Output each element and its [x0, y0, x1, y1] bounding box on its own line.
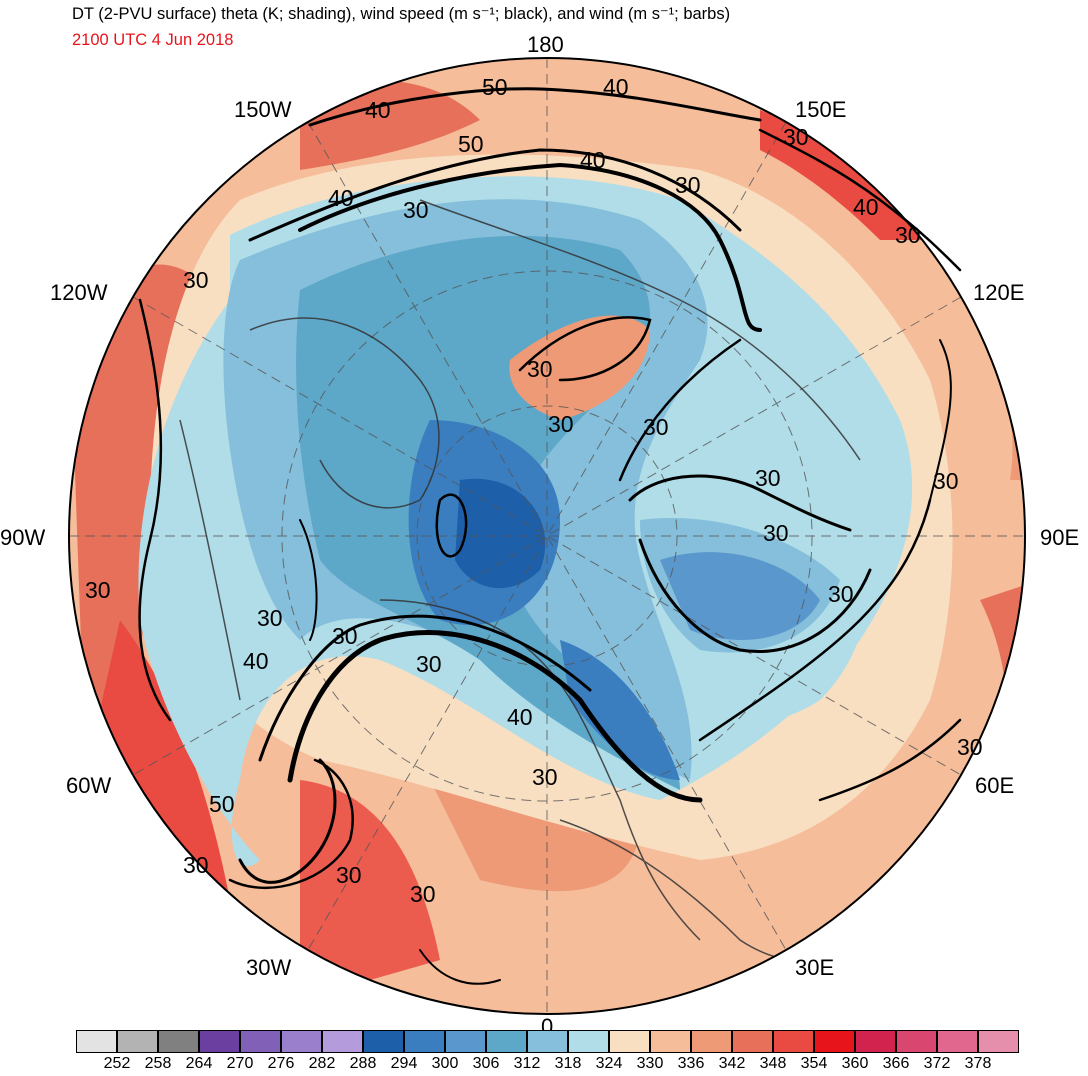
- colorbar-tick-label: 324: [595, 1055, 623, 1072]
- contour-label: 40: [580, 147, 606, 173]
- lon-label-120w: 120W: [50, 280, 108, 305]
- contour-label: 30: [828, 581, 854, 607]
- colorbar-tick-label: 366: [882, 1055, 910, 1072]
- colorbar-swatch: [568, 1030, 609, 1053]
- lon-label-180: 180: [527, 32, 564, 57]
- lon-label-120e: 120E: [973, 280, 1024, 305]
- colorbar-swatch: [322, 1030, 363, 1053]
- colorbar-swatch: [855, 1030, 896, 1053]
- lon-label-60w: 60W: [66, 773, 111, 798]
- longitude-labels: 180 150W 150E 120W 120E 90W 90E 60W 60E …: [0, 32, 1079, 1039]
- contour-label: 30: [183, 852, 209, 878]
- contour-label: 40: [243, 648, 269, 674]
- wind-speed-contours: [138, 87, 962, 985]
- contour-label: 30: [675, 172, 701, 198]
- colorbar-tick-label: 378: [964, 1055, 992, 1072]
- colorbar-swatch: [937, 1030, 978, 1053]
- contour-label: 50: [458, 131, 484, 157]
- colorbar-swatch: [978, 1030, 1019, 1053]
- colorbar-swatch: [814, 1030, 855, 1053]
- contour-label: 30: [895, 222, 921, 248]
- contour-label: 40: [365, 97, 391, 123]
- contour-label: 40: [603, 74, 629, 100]
- contour-label: 30: [933, 468, 959, 494]
- contour-label: 40: [507, 704, 533, 730]
- colorbar-swatch: [199, 1030, 240, 1053]
- lon-label-150e: 150E: [795, 97, 846, 122]
- colorbar-tick-label: 282: [308, 1055, 336, 1072]
- colorbar-swatch: [896, 1030, 937, 1053]
- colorbar-tick-label: 336: [677, 1055, 705, 1072]
- contour-labels: 50 40 40 50 40 30 30 40 30 30 30 30 30 3…: [85, 74, 983, 907]
- lon-label-90w: 90W: [0, 525, 45, 550]
- colorbar-swatch: [691, 1030, 732, 1053]
- contour-label: 30: [763, 520, 789, 546]
- colorbar-tick-label: 252: [103, 1055, 131, 1072]
- lon-label-150w: 150W: [234, 97, 292, 122]
- lon-label-60e: 60E: [975, 773, 1014, 798]
- contour-label: 30: [527, 356, 553, 382]
- contour-label: 40: [328, 185, 354, 211]
- contour-label: 30: [332, 623, 358, 649]
- colorbar-tick-label: 306: [472, 1055, 500, 1072]
- chart-title: DT (2-PVU surface) theta (K; shading), w…: [72, 5, 731, 23]
- colorbar-tick-label: 330: [636, 1055, 664, 1072]
- valid-time: 2100 UTC 4 Jun 2018: [72, 31, 234, 49]
- colorbar-swatch: [76, 1030, 117, 1053]
- contour-label: 30: [416, 651, 442, 677]
- colorbar-tick-label: 276: [267, 1055, 295, 1072]
- colorbar-tick-label: 258: [144, 1055, 172, 1072]
- colorbar-swatch: [609, 1030, 650, 1053]
- contour-label: 50: [209, 791, 235, 817]
- colorbar-tick-label: 318: [554, 1055, 582, 1072]
- colorbar-swatch: [527, 1030, 568, 1053]
- colorbar-tick-label: 348: [759, 1055, 787, 1072]
- contour-label: 30: [183, 267, 209, 293]
- colorbar-tick-label: 264: [185, 1055, 213, 1072]
- colorbar-swatch: [281, 1030, 322, 1053]
- contour-label: 30: [410, 881, 436, 907]
- contour-label: 40: [853, 194, 879, 220]
- contour-label: 30: [548, 411, 574, 437]
- colorbar-tick-label: 294: [390, 1055, 418, 1072]
- colorbar-tick-label: 288: [349, 1055, 377, 1072]
- colorbar-swatch: [158, 1030, 199, 1053]
- lon-label-30w: 30W: [246, 955, 291, 980]
- contour-label: 30: [403, 197, 429, 223]
- colorbar-swatch: [445, 1030, 486, 1053]
- colorbar-tick-label: 360: [841, 1055, 869, 1072]
- lon-label-90e: 90E: [1040, 525, 1079, 550]
- colorbar-tick-label: 270: [226, 1055, 254, 1072]
- colorbar-swatch: [404, 1030, 445, 1053]
- colorbar-swatch: [240, 1030, 281, 1053]
- colorbar-swatch: [650, 1030, 691, 1053]
- colorbar-tick-label: 342: [718, 1055, 746, 1072]
- contour-label: 30: [643, 414, 669, 440]
- colorbar-swatch: [363, 1030, 404, 1053]
- contour-label: 30: [336, 862, 362, 888]
- colorbar-tick-label: 372: [923, 1055, 951, 1072]
- colorbar-swatch: [117, 1030, 158, 1053]
- contour-label: 50: [482, 74, 508, 100]
- contour-label: 30: [755, 465, 781, 491]
- contour-label: 30: [257, 605, 283, 631]
- colorbar-swatch: [773, 1030, 814, 1053]
- colorbar-tick-label: 354: [800, 1055, 828, 1072]
- contour-label: 30: [85, 577, 111, 603]
- lon-label-30e: 30E: [795, 955, 834, 980]
- colorbar-swatch: [732, 1030, 773, 1053]
- map-disc: [69, 58, 1025, 1014]
- colorbar-tick-label: 300: [431, 1055, 459, 1072]
- contour-label: 30: [532, 764, 558, 790]
- colorbar-tick-label: 312: [513, 1055, 541, 1072]
- colorbar-swatch: [486, 1030, 527, 1053]
- map-boundary: [68, 57, 1026, 1015]
- contour-label: 30: [957, 734, 983, 760]
